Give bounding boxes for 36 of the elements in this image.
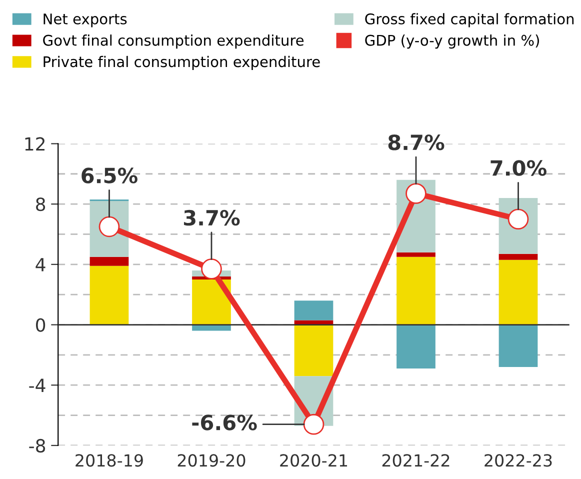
bar (192, 324, 231, 331)
bar (192, 279, 231, 325)
x-tick-label: 2021-22 (382, 454, 450, 467)
bar (498, 324, 538, 368)
data-label: -6.6% (192, 414, 257, 430)
legend-label: Govt final consumption expenditure (43, 34, 304, 49)
legend-label: Net exports (44, 14, 127, 28)
x-tick-label: 2019-20 (178, 454, 246, 467)
y-tick-label: 0 (36, 318, 46, 332)
x-tick-label: 2020-21 (280, 454, 348, 467)
bar (396, 324, 436, 369)
data-label: 7.0% (490, 160, 546, 176)
data-label: 6.5% (82, 168, 138, 184)
bar (498, 260, 538, 325)
legend-label: Private final consumption expenditure (44, 56, 320, 70)
bar (498, 254, 538, 260)
point (303, 414, 324, 435)
legend-label: GDP (y-o-y growth in %) (365, 34, 539, 49)
y-tick-label: 8 (36, 198, 46, 212)
y-tick-label: -4 (29, 378, 46, 392)
bar (396, 256, 436, 325)
legend-label: Gross fixed capital formation (365, 13, 574, 28)
y-tick-label: 4 (36, 258, 46, 272)
bar (294, 324, 334, 376)
bar (90, 266, 129, 325)
y-tick-label: 12 (25, 137, 44, 151)
data-label: 3.7% (184, 210, 240, 226)
data-label: 8.7% (388, 134, 444, 150)
bar (294, 300, 334, 320)
x-tick-label: 2022-23 (484, 454, 552, 467)
y-tick-label: -8 (29, 438, 46, 453)
bar (396, 252, 436, 257)
x-tick-label: 2018-19 (76, 454, 143, 467)
point (406, 183, 426, 204)
bar (90, 256, 129, 266)
point (201, 258, 222, 280)
